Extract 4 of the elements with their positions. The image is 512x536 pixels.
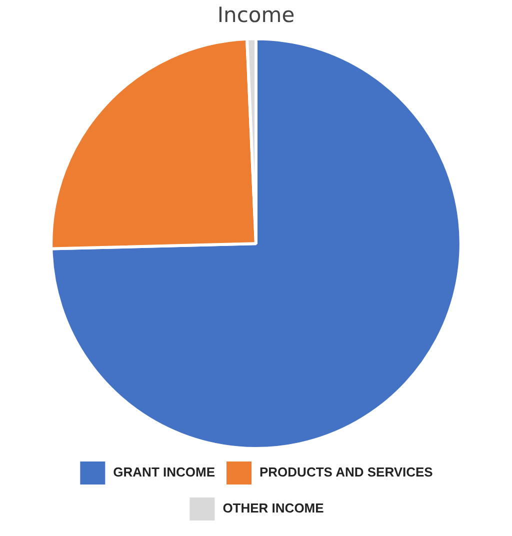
legend-label: PRODUCTS AND SERVICES xyxy=(259,464,434,480)
chart-title: Income xyxy=(217,3,295,28)
legend-label: GRANT INCOME xyxy=(113,464,216,480)
legend-label: OTHER INCOME xyxy=(222,500,324,516)
